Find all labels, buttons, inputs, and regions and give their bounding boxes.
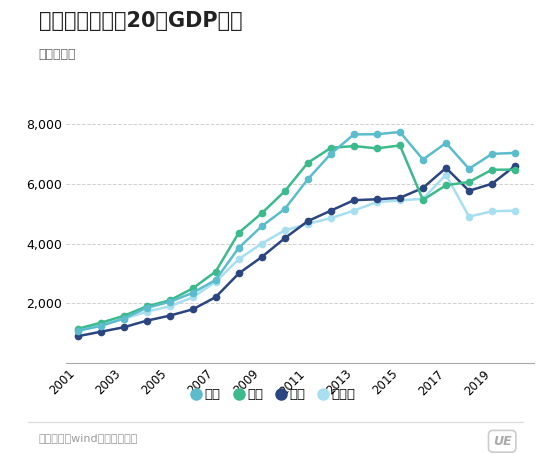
Text: 数据来源：wind、各市统计局: 数据来源：wind、各市统计局 (39, 433, 138, 443)
Text: 东北四大城市近20年GDP走势: 东北四大城市近20年GDP走势 (39, 11, 242, 31)
Text: 单位：亿元: 单位：亿元 (39, 48, 76, 61)
Legend: 大连, 沈阳, 长春, 哈尔滨: 大连, 沈阳, 长春, 哈尔滨 (189, 383, 361, 406)
Text: UE: UE (493, 435, 512, 448)
